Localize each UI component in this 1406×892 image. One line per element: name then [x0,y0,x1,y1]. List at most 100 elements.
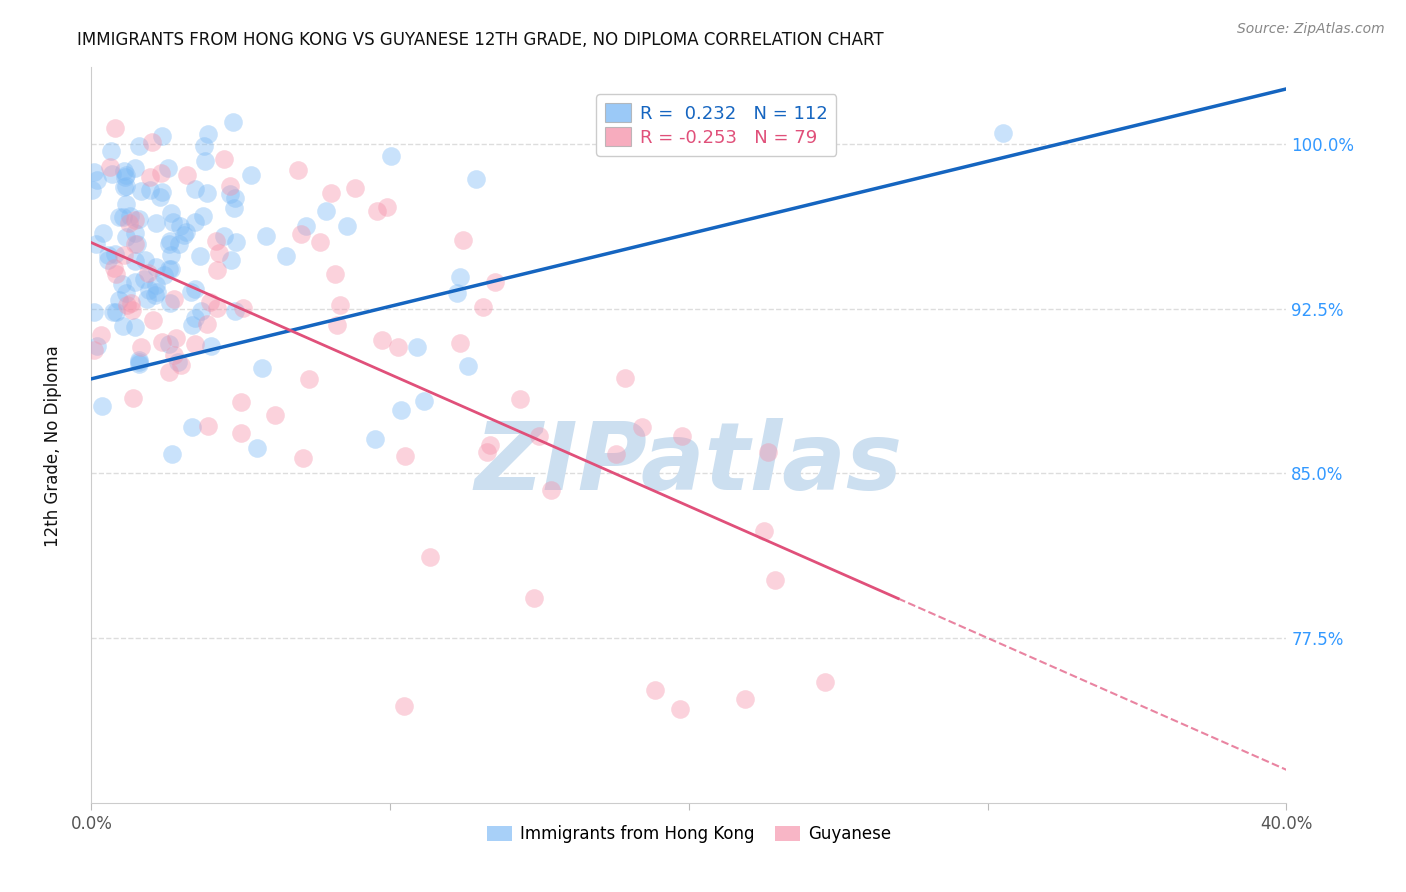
Point [103,304,125,318]
Point [101,167,124,181]
Point [136,266,159,280]
Point [225,235,247,249]
Point [124,275,146,289]
Point [120,296,142,310]
Point [97,248,120,262]
Point [451,233,474,247]
Point [173,227,195,242]
Point [90,327,112,342]
Point [138,283,160,297]
Point [193,139,215,153]
Point [149,190,172,204]
Point [222,115,245,129]
Point [475,444,498,458]
Point [246,441,269,455]
Point [97,252,120,267]
Point [145,260,167,274]
Point [132,272,155,286]
Point [174,225,197,239]
Point [125,237,148,252]
Point [239,168,262,182]
Point [180,285,202,299]
Point [124,161,146,175]
Point [195,317,218,331]
Point [224,190,246,204]
Point [128,353,150,368]
Point [159,248,181,262]
Point [754,524,776,538]
Point [614,371,637,385]
Point [523,591,546,605]
Point [170,358,193,372]
Point [153,268,176,282]
Point [671,428,693,442]
Point [205,262,228,277]
Point [86,339,108,353]
Point [128,357,150,371]
Point [197,418,219,433]
Point [142,313,165,327]
Point [115,168,138,182]
Point [100,144,122,158]
Point [124,213,146,227]
Point [184,282,207,296]
Point [136,292,159,306]
Point [150,185,173,199]
Point [326,318,349,332]
Point [103,260,125,275]
Point [449,336,471,351]
Point [98,161,121,175]
Point [159,234,181,248]
Point [219,179,242,194]
Point [157,366,180,380]
Point [413,394,436,409]
Point [232,301,254,315]
Point [150,335,173,350]
Point [394,698,416,713]
Point [145,216,167,230]
Point [343,180,366,194]
Point [290,227,312,241]
Point [219,186,242,201]
Point [205,234,228,248]
Point [478,438,501,452]
Point [83,305,105,319]
Point [406,340,429,354]
Point [509,392,531,406]
Point [200,295,222,310]
Point [669,702,692,716]
Point [814,675,837,690]
Point [763,573,786,587]
Point [157,261,180,276]
Point [446,285,468,300]
Point [118,216,141,230]
Point [111,319,134,334]
Point [190,249,212,263]
Point [184,310,207,325]
Point [80,183,103,197]
Point [380,149,402,163]
Point [605,447,627,461]
Point [104,268,127,282]
Point [157,337,180,351]
Point [419,549,441,564]
Point [157,237,180,252]
Point [181,318,204,332]
Point [104,120,127,135]
Point [150,128,173,143]
Point [163,348,186,362]
Point [287,163,309,178]
Point [176,168,198,182]
Point [195,186,218,200]
Point [114,169,136,184]
Point [139,169,162,184]
Point [134,252,156,267]
Point [184,215,207,229]
Point [115,178,138,193]
Point [163,292,186,306]
Point [315,203,337,218]
Point [250,360,273,375]
Point [139,183,162,197]
Point [323,268,346,282]
Point [129,184,152,198]
